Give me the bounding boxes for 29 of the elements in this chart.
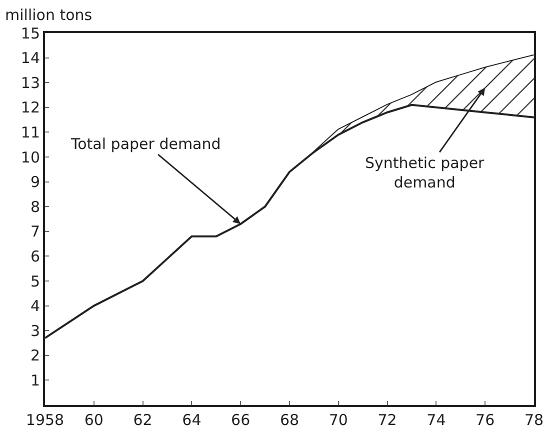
x-tick-label: 76 (476, 411, 495, 429)
y-tick-label: 15 (20, 24, 40, 42)
x-tick-label: 64 (182, 411, 202, 429)
x-tick-label: 68 (280, 411, 300, 429)
y-tick-label: 6 (30, 247, 40, 266)
x-tick-label: 60 (84, 411, 104, 429)
y-tick-label: 5 (30, 272, 40, 290)
x-tick-label: 72 (378, 411, 397, 429)
y-tick-label: 3 (30, 322, 40, 340)
x-tick-label: 78 (524, 411, 544, 429)
x-tick-label: 70 (328, 411, 348, 429)
x-tick-label: 62 (133, 411, 152, 429)
y-tick-label: 2 (30, 346, 40, 365)
y-tick-label: 13 (20, 74, 40, 92)
y-tick-label: 9 (30, 173, 40, 192)
y-tick-label: 11 (20, 123, 40, 142)
y-tick-label: 10 (20, 148, 40, 166)
y-tick-label: 14 (20, 49, 40, 68)
y-axis-title: million tons (5, 6, 92, 24)
y-tick-label: 7 (30, 222, 40, 241)
annotation: Total paper demand (70, 135, 221, 153)
y-tick-label: 4 (30, 297, 40, 316)
x-tick-label: 1958 (26, 411, 64, 429)
y-tick-label: 1 (30, 371, 40, 390)
x-tick-label: 66 (231, 411, 250, 429)
y-tick-label: 8 (30, 198, 40, 216)
x-tick-label: 74 (426, 411, 446, 429)
annotation: Synthetic paper demand (365, 154, 486, 192)
y-tick-label: 12 (20, 98, 40, 117)
